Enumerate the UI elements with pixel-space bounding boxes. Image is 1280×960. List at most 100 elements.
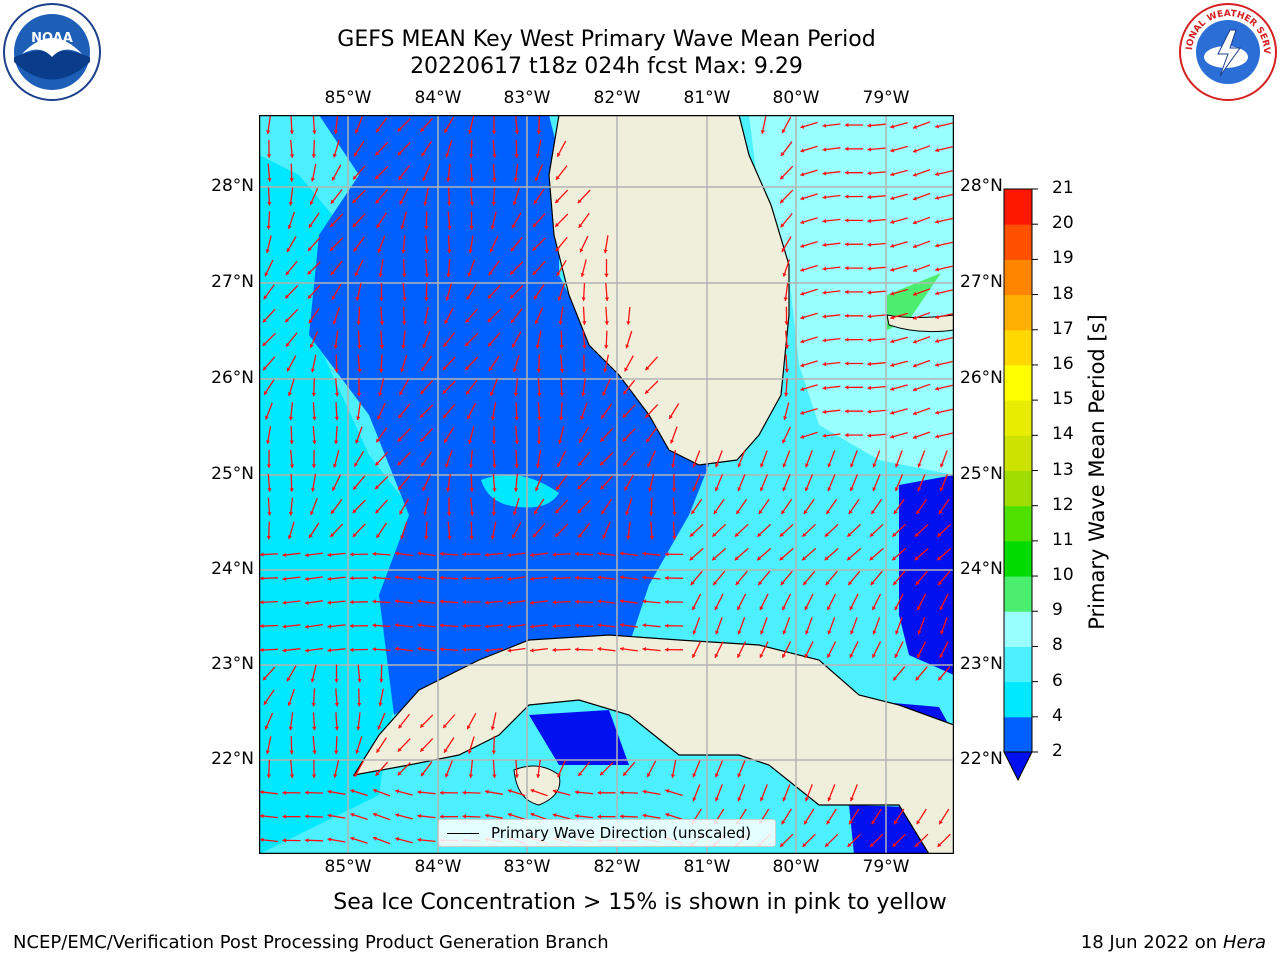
wave-arrow-head bbox=[379, 369, 384, 373]
lon-label-top: 79°W bbox=[862, 88, 910, 108]
wave-arrow-head bbox=[892, 842, 897, 847]
wave-arrow-head bbox=[535, 344, 540, 349]
wave-arrow-head bbox=[779, 532, 784, 537]
wave-arrow-head bbox=[872, 487, 877, 492]
wave-arrow-head bbox=[848, 510, 853, 514]
lat-label-left: 25°N bbox=[211, 464, 254, 484]
wave-arrow-head bbox=[735, 581, 740, 586]
wave-arrow-head bbox=[513, 178, 518, 182]
wave-arrow-head bbox=[266, 774, 271, 778]
wave-arrow-head bbox=[305, 576, 309, 582]
wave-arrow-head bbox=[289, 440, 294, 444]
legend-label: Primary Wave Direction (unscaled) bbox=[491, 824, 752, 842]
wave-arrow-head bbox=[399, 510, 404, 515]
wave-arrow-head bbox=[267, 512, 272, 516]
wave-arrow-head bbox=[397, 771, 402, 776]
wave-arrow-head bbox=[507, 789, 512, 794]
wave-arrow-head bbox=[780, 581, 785, 586]
colorbar-tick-label: 9 bbox=[1052, 600, 1063, 621]
wave-arrow-head bbox=[597, 575, 602, 580]
wave-arrow-head bbox=[282, 648, 287, 653]
wave-arrow-head bbox=[466, 295, 471, 300]
wave-arrow-head bbox=[535, 487, 539, 492]
wave-arrow-head bbox=[871, 820, 876, 825]
wave-arrow-head bbox=[379, 345, 384, 349]
wave-arrow-head bbox=[604, 297, 610, 301]
wave-arrow-head bbox=[781, 152, 785, 156]
wave-arrow-head bbox=[914, 532, 919, 537]
wave-arrow-head bbox=[784, 345, 790, 349]
wave-arrow-head bbox=[333, 774, 338, 778]
wave-arrow-head bbox=[330, 246, 335, 251]
lat-label-right: 24°N bbox=[960, 559, 1003, 579]
wave-arrow-head bbox=[715, 797, 719, 802]
colorbar-cell bbox=[1004, 435, 1032, 471]
wave-arrow-head bbox=[760, 797, 764, 802]
wave-arrow-head bbox=[536, 369, 541, 373]
wave-arrow-head bbox=[600, 771, 604, 776]
lon-label-bottom: 83°W bbox=[503, 857, 551, 877]
wave-arrow-head bbox=[490, 535, 495, 540]
wave-arrow-head bbox=[712, 532, 717, 537]
wave-arrow-head bbox=[311, 154, 316, 158]
wave-arrow-head bbox=[417, 790, 422, 795]
wave-arrow-head bbox=[287, 392, 292, 396]
wave-arrow-head bbox=[800, 172, 805, 177]
wave-arrow-head bbox=[822, 290, 827, 295]
wave-arrow-head bbox=[424, 226, 429, 230]
wave-arrow-head bbox=[935, 434, 939, 439]
lon-label-bottom: 80°W bbox=[772, 857, 820, 877]
wave-arrow-head bbox=[417, 623, 422, 628]
wave-arrow-head bbox=[355, 439, 360, 444]
lon-label-bottom: 79°W bbox=[862, 857, 910, 877]
lat-label-right: 22°N bbox=[960, 749, 1003, 769]
wave-arrow-head bbox=[263, 700, 268, 705]
wave-arrow-head bbox=[894, 820, 898, 825]
wave-arrow-head bbox=[552, 789, 557, 794]
wave-arrow-head bbox=[575, 813, 579, 819]
wave-arrow-head bbox=[530, 624, 534, 629]
wave-arrow-head bbox=[399, 200, 404, 205]
wave-arrow-head bbox=[260, 837, 264, 842]
wave-arrow-head bbox=[512, 511, 517, 516]
wave-arrow-head bbox=[350, 600, 354, 605]
wave-arrow-head bbox=[510, 270, 515, 275]
wave-arrow-head bbox=[492, 464, 497, 468]
wave-arrow-head bbox=[421, 462, 425, 467]
wave-arrow-head bbox=[286, 677, 291, 682]
wave-arrow-head bbox=[760, 463, 764, 468]
wave-arrow-head bbox=[782, 630, 787, 635]
wave-arrow-head bbox=[579, 248, 584, 253]
wave-arrow-head bbox=[672, 512, 677, 516]
wave-arrow-head bbox=[465, 366, 470, 370]
wave-arrow-head bbox=[913, 315, 917, 320]
wave-arrow-head bbox=[845, 146, 849, 151]
wave-arrow-head bbox=[575, 551, 579, 557]
colorbar-cell bbox=[1004, 576, 1032, 612]
wave-arrow-head bbox=[938, 676, 942, 681]
wave-arrow-head bbox=[395, 813, 400, 818]
wave-arrow-head bbox=[379, 679, 384, 683]
wave-arrow-head bbox=[402, 273, 407, 278]
wave-arrow-head bbox=[420, 723, 425, 728]
colorbar-tick-label: 16 bbox=[1052, 353, 1074, 374]
lon-label-bottom: 85°W bbox=[324, 857, 372, 877]
wave-arrow-head bbox=[373, 812, 377, 817]
wave-arrow-head bbox=[312, 130, 317, 134]
wave-arrow-head bbox=[935, 195, 939, 200]
wave-arrow-head bbox=[783, 297, 788, 301]
wave-arrow-head bbox=[514, 416, 519, 421]
wave-arrow-head bbox=[597, 551, 602, 556]
colorbar-tick-label: 10 bbox=[1052, 565, 1074, 586]
wave-arrow-head bbox=[827, 630, 832, 635]
wave-arrow-head bbox=[642, 813, 647, 818]
wave-arrow-head bbox=[445, 153, 450, 158]
wave-arrow-head bbox=[665, 812, 670, 817]
wave-arrow-head bbox=[556, 175, 560, 180]
wave-arrow-head bbox=[440, 551, 444, 556]
wave-arrow-head bbox=[327, 789, 332, 794]
wave-arrow-head bbox=[784, 321, 789, 325]
wave-arrow-head bbox=[895, 463, 899, 468]
colorbar-cell bbox=[1004, 259, 1032, 296]
wave-arrow-head bbox=[800, 410, 805, 415]
